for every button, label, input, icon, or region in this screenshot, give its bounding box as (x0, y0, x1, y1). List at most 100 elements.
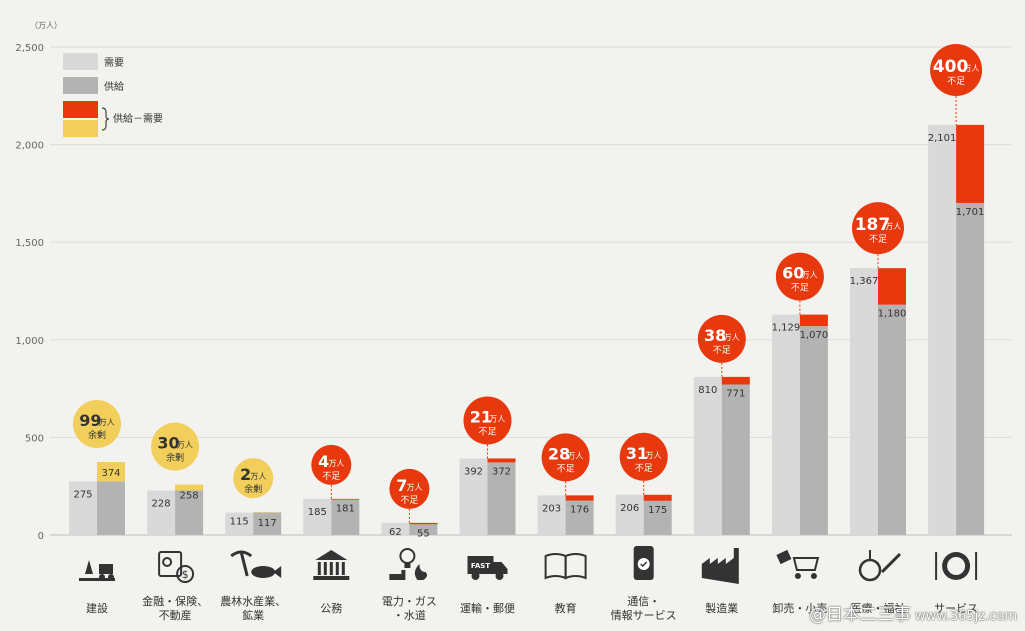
bar-demand (850, 268, 878, 535)
bar-shortage (565, 495, 594, 501)
icon-part (341, 562, 345, 575)
gap-badge-value: 38 (704, 326, 726, 345)
category-label: 運輸・郵便 (460, 601, 515, 615)
gap-badge (852, 202, 904, 255)
gap-badge-value: 21 (470, 407, 492, 426)
category-label: 教育 (555, 601, 577, 615)
icon-part (414, 564, 427, 580)
gap-badge-value: 30 (157, 434, 179, 453)
y-tick-label: 500 (25, 433, 44, 444)
category-label: 建設 (86, 601, 108, 615)
gap-badge (619, 432, 668, 481)
icon-part (108, 574, 114, 580)
icon-part (467, 556, 494, 574)
icon-part: $ (182, 568, 189, 581)
category-label: 製造業 (705, 601, 738, 615)
legend-brace (101, 107, 110, 131)
construction-icon (79, 560, 115, 581)
value-label-demand: 1,367 (850, 276, 879, 287)
value-label-demand: 206 (620, 503, 639, 514)
government-building-icon (313, 550, 350, 580)
icon-part (564, 553, 587, 580)
bar-demand (69, 481, 97, 535)
gap-badge-value: 28 (548, 444, 570, 463)
gap-badge (73, 399, 121, 448)
y-tick-label: 1,500 (15, 238, 44, 249)
bar-supply (878, 304, 906, 535)
bar-demand (537, 495, 566, 535)
icon-part (79, 578, 115, 581)
icon-part (389, 570, 406, 580)
legend-label-demand: 需要 (104, 57, 124, 69)
icon-part (323, 562, 327, 575)
gap-badge-value: 7 (396, 476, 407, 495)
category-label: サービス (934, 602, 978, 615)
value-label-supply: 176 (570, 505, 589, 516)
bar-supply (799, 326, 828, 535)
value-label-supply: 1,701 (956, 207, 985, 218)
gap-badge-value: 4 (318, 452, 329, 471)
value-label-demand: 2,101 (928, 133, 957, 144)
category-label: 通信・ (627, 595, 660, 608)
bar-demand (928, 124, 957, 535)
bar-supply (721, 384, 750, 535)
gap-badge-word: 余剰 (244, 483, 262, 495)
gap-badge-unit: 万人 (724, 333, 740, 342)
value-label-demand: 228 (152, 498, 171, 509)
bar-shortage (799, 314, 828, 327)
icon-part (792, 557, 820, 571)
gap-badge-value: 187 (855, 215, 891, 235)
category-label: 金融・保険、 (142, 594, 208, 608)
icon-part (315, 550, 348, 560)
gap-badge-unit: 万人 (645, 451, 661, 460)
gap-badge (697, 314, 746, 363)
finance-icon: $ (158, 551, 195, 583)
gap-badge-word: 不足 (400, 495, 418, 506)
icon-part: FAST (471, 562, 490, 570)
bar-supply (409, 524, 438, 535)
icon-part (640, 561, 648, 568)
y-tick-label: 1,000 (15, 336, 44, 347)
bar-demand (381, 522, 410, 535)
factory-icon (701, 548, 739, 584)
bar-shortage (956, 124, 985, 203)
value-label-demand: 275 (73, 489, 92, 500)
y-tick-label: 2,500 (15, 43, 44, 54)
bar-demand (693, 376, 722, 535)
gap-badge-unit: 万人 (328, 459, 344, 468)
value-label-supply: 1,070 (800, 330, 829, 341)
gap-badge-value: 99 (79, 411, 101, 430)
legend-swatch-demand (63, 53, 98, 70)
shopping-cart-icon (776, 549, 820, 579)
legend: 需要 供給 供給－需要 (63, 53, 163, 137)
gap-badge (775, 252, 824, 301)
value-label-demand: 203 (542, 503, 561, 514)
value-label-supply: 771 (726, 389, 745, 400)
category-label: ・水道 (393, 608, 426, 622)
smartphone-icon (633, 546, 654, 580)
bar-shortage (409, 522, 438, 525)
bar-supply (643, 500, 672, 535)
y-tick-label: 2,000 (15, 141, 44, 152)
dining-icon (935, 552, 978, 580)
icon-part (99, 564, 113, 574)
value-label-supply: 55 (417, 528, 430, 539)
gap-badge-word: 余剰 (88, 429, 106, 441)
gap-badge-unit: 万人 (250, 472, 266, 481)
icon-part (335, 562, 339, 575)
gap-badge-word: 不足 (713, 345, 731, 356)
icon-part (880, 552, 902, 574)
gap-badge-word: 不足 (478, 426, 496, 437)
gap-badge (389, 468, 430, 509)
gap-badge (151, 422, 200, 471)
icon-part (273, 566, 282, 578)
value-label-demand: 392 (464, 466, 483, 477)
icon-part (176, 565, 195, 583)
bar-supply (565, 500, 594, 535)
gap-badge-word: 不足 (322, 471, 340, 482)
watermark-site: www.365jz.com (915, 609, 1017, 624)
value-label-supply: 117 (258, 518, 277, 529)
value-label-demand: 115 (230, 517, 249, 528)
category-label: 公務 (320, 601, 342, 615)
